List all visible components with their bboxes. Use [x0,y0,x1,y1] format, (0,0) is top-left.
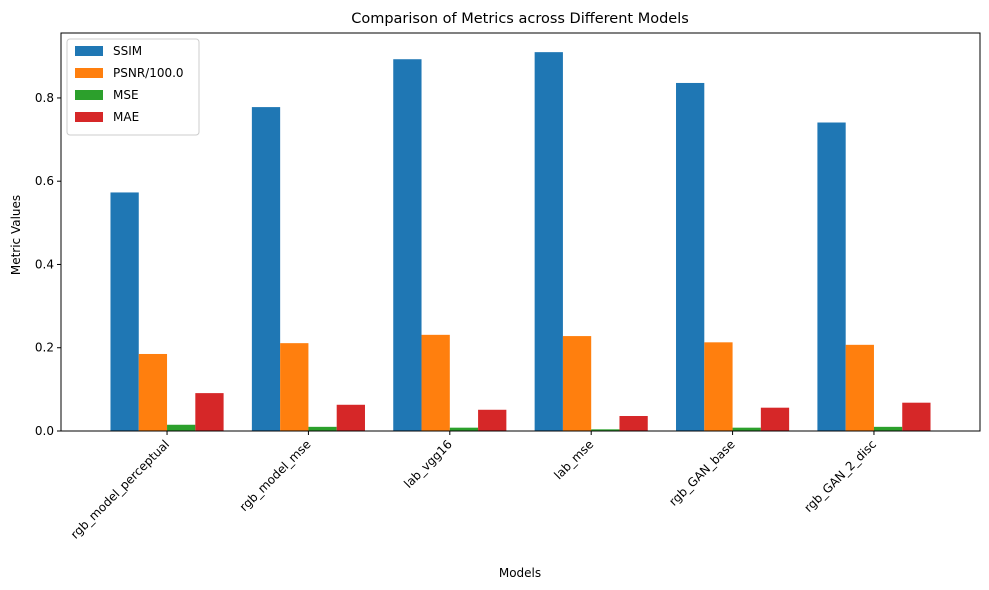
bar-mse-5 [873,426,903,431]
y-tick-label: 0.2 [35,341,54,355]
bar-mae-0 [195,393,224,431]
bar-ssim-2 [393,59,422,431]
y-axis-label: Metric Values [9,195,23,275]
bar-mae-2 [478,409,507,431]
bar-psnr-100-0-1 [280,343,309,431]
bar-mse-1 [308,426,337,431]
bar-ssim-1 [251,107,281,431]
bar-mae-1 [336,404,365,431]
legend: SSIM PSNR/100.0 MSE MAE [66,38,200,136]
x-axis-label: Models [499,566,541,580]
y-tick-label: 0.0 [35,424,54,438]
legend-swatch [75,68,103,78]
bar-ssim-5 [817,122,846,431]
bar-mse-0 [167,424,196,431]
chart-title: Comparison of Metrics across Different M… [351,11,689,27]
bar-ssim-0 [110,192,139,431]
y-tick-label: 0.6 [35,174,54,188]
legend-label: MAE [113,110,139,124]
bar-psnr-100-0-5 [845,344,874,431]
bar-mae-3 [619,416,648,431]
bar-psnr-100-0-0 [138,353,168,431]
legend-label: SSIM [113,44,142,58]
bar-ssim-3 [534,52,563,432]
bar-psnr-100-0-3 [562,336,592,431]
y-tick-label: 0.8 [35,91,54,105]
bar-ssim-4 [676,82,705,432]
legend-box [66,38,200,136]
y-tick-label: 0.4 [35,257,54,271]
legend-label: PSNR/100.0 [113,66,184,80]
legend-swatch [75,90,103,100]
bar-mse-3 [591,429,620,431]
bar-psnr-100-0-2 [421,334,450,431]
bar-psnr-100-0-4 [704,342,733,431]
plot-frame [60,32,981,432]
legend-swatch [75,112,103,122]
bar-mse-2 [449,427,479,431]
bar-mae-5 [902,402,931,431]
bar-mae-4 [760,407,790,431]
legend-label: MSE [113,88,139,102]
bar-mse-4 [732,427,761,431]
legend-swatch [75,46,103,56]
